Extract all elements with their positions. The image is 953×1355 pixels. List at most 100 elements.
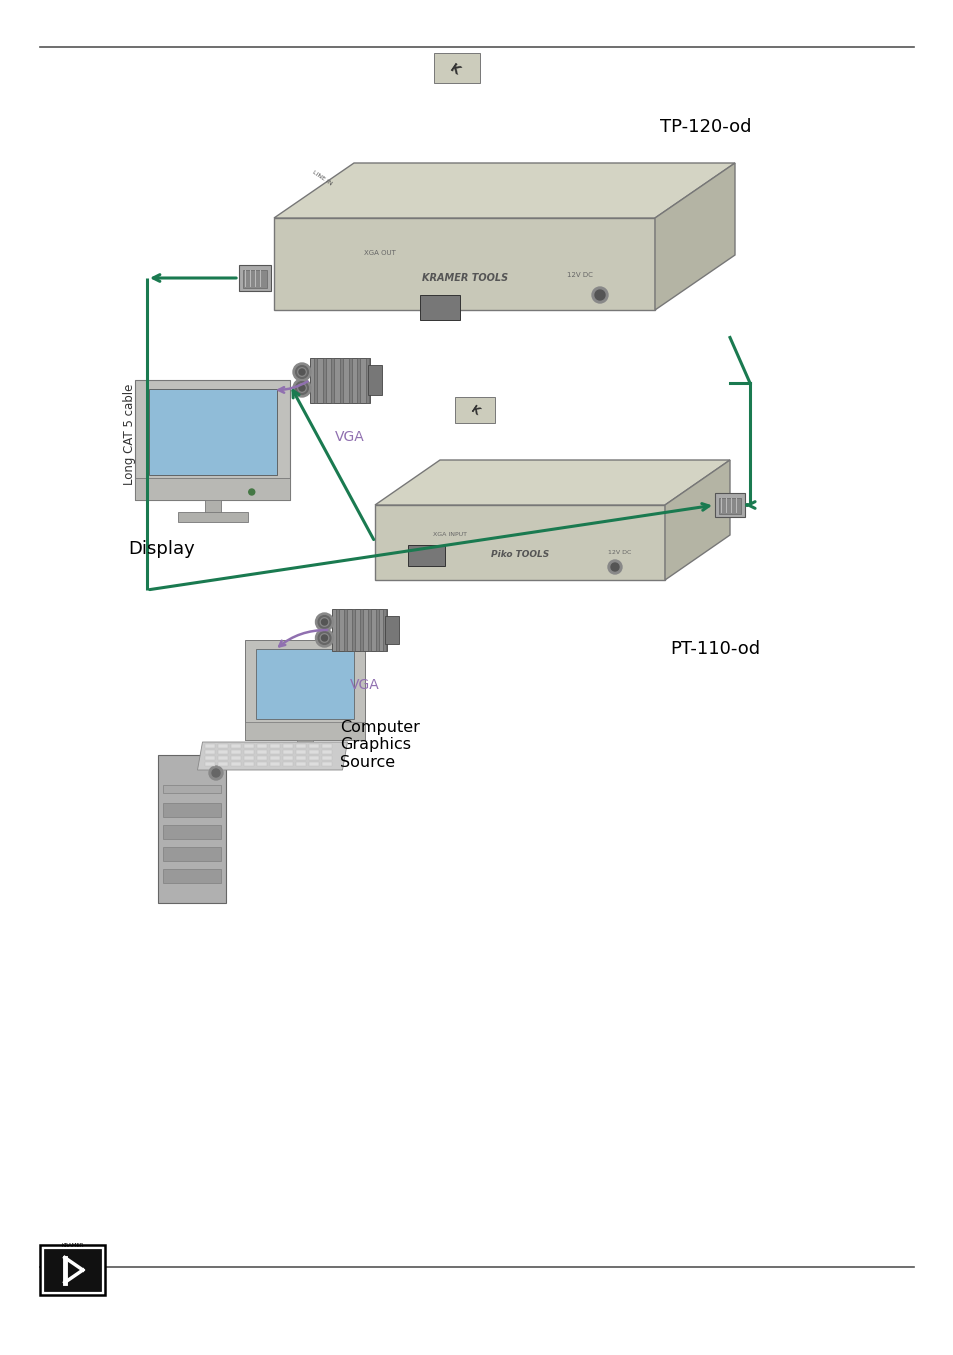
Polygon shape (245, 640, 365, 740)
Polygon shape (257, 744, 267, 748)
Polygon shape (383, 608, 386, 650)
Polygon shape (244, 756, 254, 760)
Polygon shape (283, 756, 294, 760)
Circle shape (321, 619, 327, 625)
Polygon shape (243, 270, 267, 289)
Polygon shape (271, 756, 280, 760)
Polygon shape (309, 756, 319, 760)
Polygon shape (205, 744, 215, 748)
Polygon shape (218, 762, 229, 766)
Polygon shape (205, 751, 215, 753)
Polygon shape (244, 762, 254, 766)
Polygon shape (375, 459, 729, 505)
Polygon shape (163, 869, 221, 883)
Polygon shape (359, 608, 363, 650)
Circle shape (607, 560, 621, 575)
Polygon shape (309, 751, 319, 753)
Circle shape (249, 489, 254, 495)
Polygon shape (296, 762, 306, 766)
Polygon shape (339, 358, 343, 402)
Text: K: K (468, 405, 481, 417)
Polygon shape (205, 496, 221, 518)
Circle shape (315, 612, 334, 631)
Polygon shape (322, 751, 333, 753)
Polygon shape (385, 617, 399, 644)
Circle shape (595, 290, 604, 299)
Polygon shape (218, 756, 229, 760)
Polygon shape (163, 847, 221, 860)
Polygon shape (276, 751, 333, 757)
Polygon shape (719, 499, 740, 514)
Polygon shape (135, 379, 291, 500)
Polygon shape (40, 1245, 105, 1295)
Polygon shape (163, 785, 221, 793)
Polygon shape (368, 364, 381, 396)
Text: 12V DC: 12V DC (608, 550, 631, 556)
Polygon shape (257, 762, 267, 766)
Polygon shape (322, 358, 325, 402)
Polygon shape (158, 755, 226, 902)
Circle shape (298, 385, 305, 392)
Polygon shape (232, 751, 241, 753)
Polygon shape (271, 762, 280, 766)
Text: XGA INPUT: XGA INPUT (433, 533, 467, 538)
Polygon shape (205, 762, 215, 766)
Polygon shape (344, 608, 347, 650)
Polygon shape (310, 358, 370, 402)
Polygon shape (218, 751, 229, 753)
Polygon shape (274, 163, 734, 218)
Polygon shape (296, 744, 306, 748)
Polygon shape (239, 266, 271, 291)
Text: PT-110-od: PT-110-od (669, 640, 760, 659)
Polygon shape (309, 762, 319, 766)
Polygon shape (331, 358, 334, 402)
Polygon shape (348, 358, 352, 402)
Polygon shape (163, 804, 221, 817)
Polygon shape (232, 744, 241, 748)
Polygon shape (375, 608, 378, 650)
Polygon shape (135, 478, 291, 500)
Circle shape (592, 287, 607, 304)
Circle shape (293, 363, 311, 381)
Text: K: K (447, 62, 462, 79)
Polygon shape (271, 744, 280, 748)
Polygon shape (274, 218, 655, 310)
Polygon shape (322, 744, 333, 748)
Text: Display: Display (128, 541, 194, 558)
Polygon shape (375, 505, 664, 580)
Polygon shape (244, 744, 254, 748)
Circle shape (610, 562, 618, 570)
Text: Piko TOOLS: Piko TOOLS (491, 550, 549, 560)
Polygon shape (655, 163, 734, 310)
Polygon shape (336, 608, 339, 650)
Polygon shape (419, 295, 459, 320)
Polygon shape (218, 744, 229, 748)
Circle shape (321, 635, 327, 641)
Polygon shape (178, 512, 248, 522)
Polygon shape (322, 756, 333, 760)
Polygon shape (333, 608, 387, 650)
Polygon shape (255, 649, 354, 720)
Polygon shape (283, 762, 294, 766)
Polygon shape (44, 1249, 101, 1291)
Polygon shape (322, 762, 333, 766)
Polygon shape (244, 751, 254, 753)
Polygon shape (296, 756, 306, 760)
Text: LINE IN: LINE IN (311, 169, 333, 187)
Text: KRAMER: KRAMER (61, 1243, 84, 1248)
Polygon shape (257, 751, 267, 753)
Circle shape (293, 379, 311, 397)
Polygon shape (714, 493, 744, 518)
Polygon shape (408, 545, 444, 566)
Polygon shape (309, 744, 319, 748)
Text: Computer
Graphics
Source: Computer Graphics Source (339, 720, 419, 770)
Polygon shape (150, 389, 276, 476)
Polygon shape (314, 358, 316, 402)
Polygon shape (232, 756, 241, 760)
Polygon shape (271, 751, 280, 753)
Polygon shape (352, 608, 355, 650)
Polygon shape (232, 762, 241, 766)
Polygon shape (283, 744, 294, 748)
Circle shape (315, 629, 334, 646)
Polygon shape (296, 751, 306, 753)
